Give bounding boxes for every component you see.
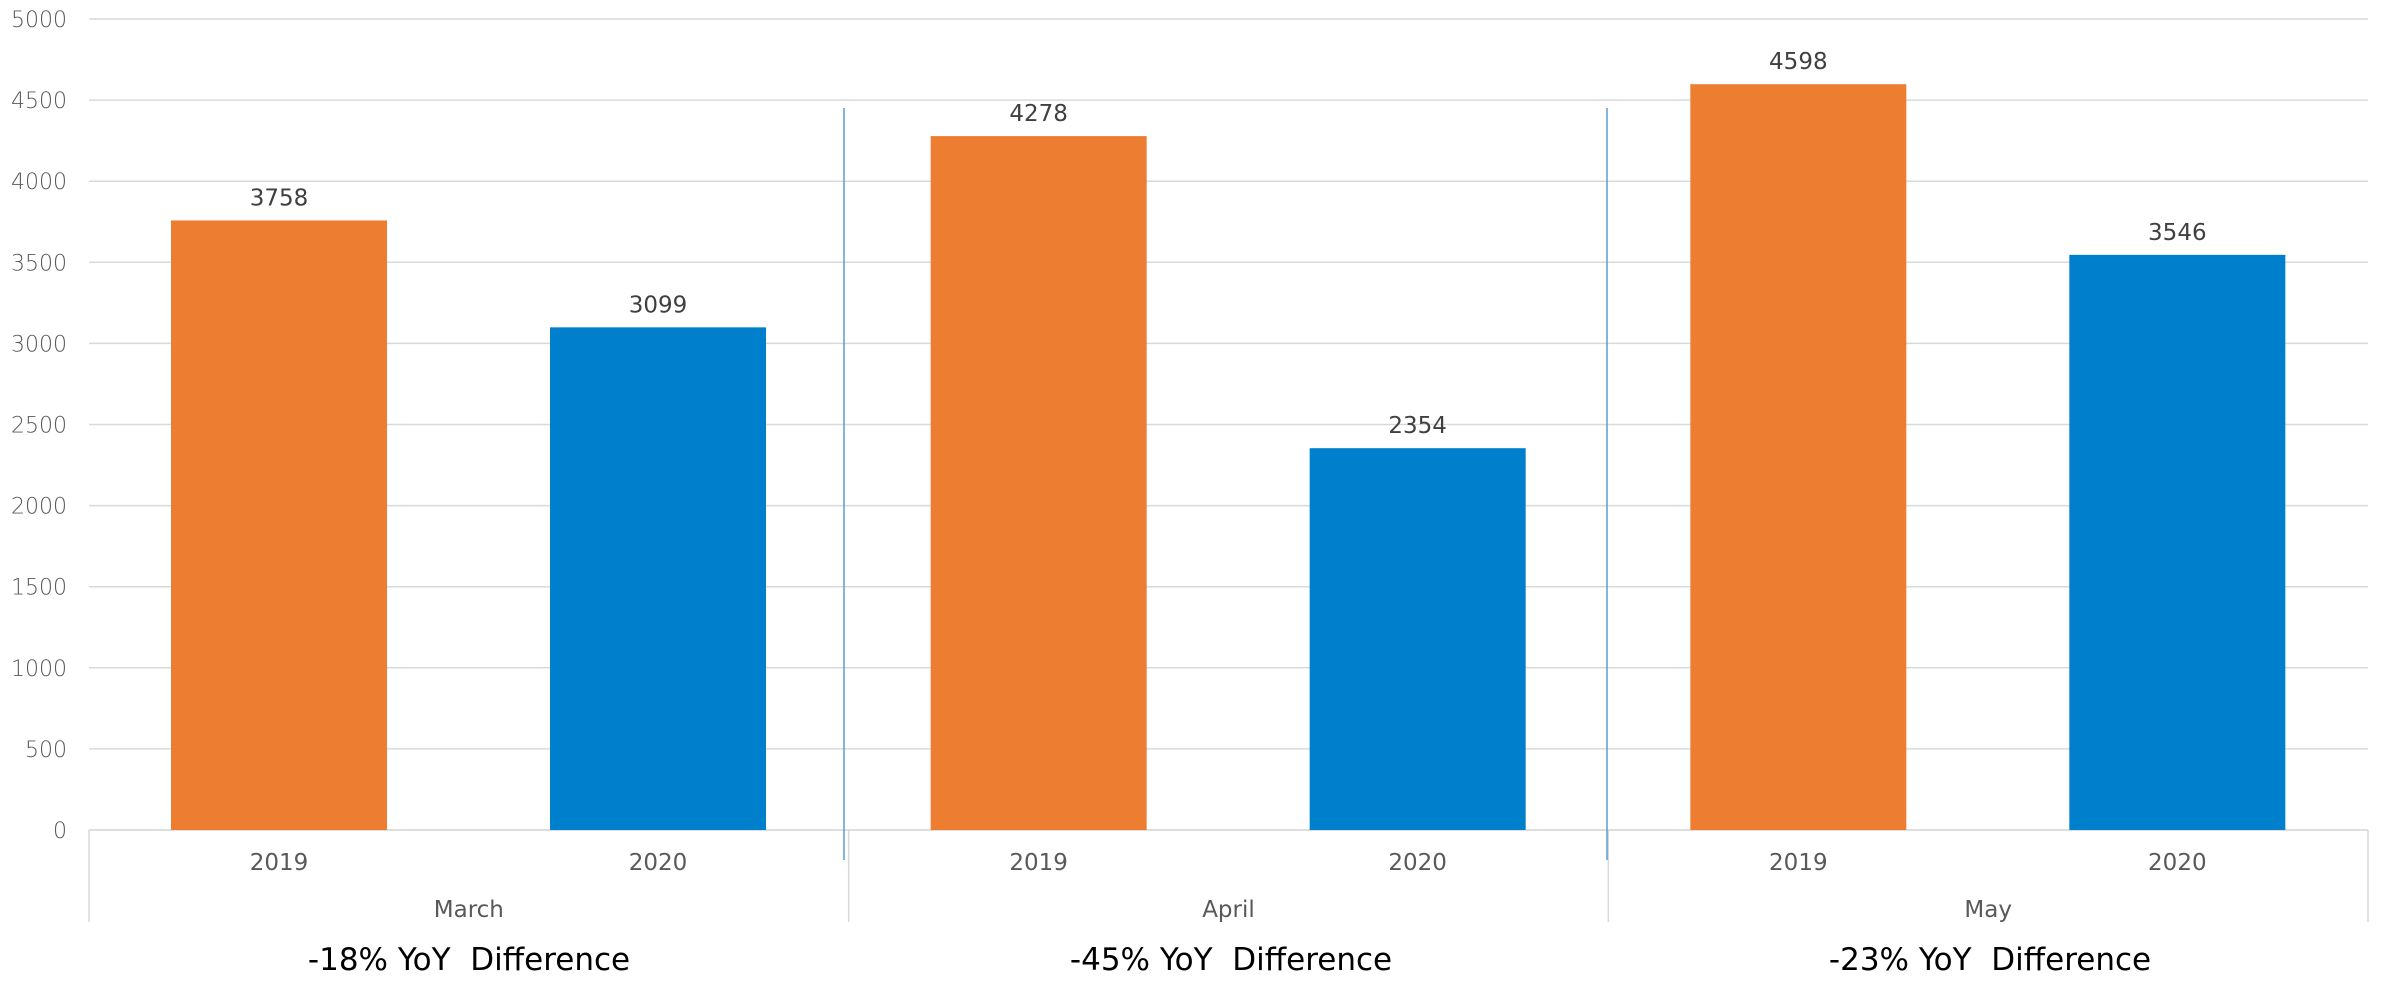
- yoy-annotation-may: -23% YoY Difference: [1828, 942, 2152, 978]
- y-tick-label: 3000: [11, 332, 67, 357]
- yoy-annotation-april: -45% YoY Difference: [1069, 942, 1393, 978]
- y-tick-label: 4500: [11, 89, 67, 114]
- bar-march-2019: [171, 220, 387, 830]
- y-tick-label: 1000: [11, 657, 67, 682]
- group-label-april: April: [1202, 897, 1255, 923]
- bar-may-2020: [2069, 254, 2286, 830]
- y-tick-label: 2500: [11, 414, 67, 439]
- y-tick-label: 1500: [11, 576, 67, 601]
- x-tick-label: 2019: [250, 850, 309, 876]
- y-tick-label: 3500: [11, 251, 67, 276]
- y-tick-label: 500: [25, 738, 67, 763]
- y-tick-label: 4000: [11, 170, 67, 195]
- bar-march-2020: [550, 327, 766, 830]
- x-tick-label: 2019: [1769, 850, 1828, 876]
- data-label: 4598: [1769, 49, 1828, 75]
- group-label-march: March: [434, 897, 504, 923]
- y-tick-label: 0: [53, 819, 67, 844]
- data-label: 2354: [1388, 413, 1447, 439]
- x-tick-label: 2020: [2148, 850, 2207, 876]
- data-label: 3758: [250, 185, 309, 211]
- x-tick-label: 2020: [1388, 850, 1447, 876]
- data-label: 3099: [629, 292, 688, 318]
- y-tick-label: 2000: [11, 495, 67, 520]
- yoy-annotation-march: -18% YoY Difference: [307, 942, 631, 978]
- bar-may-2019: [1690, 84, 1907, 830]
- x-tick-label: 2019: [1009, 850, 1068, 876]
- group-label-may: May: [1964, 897, 2012, 923]
- bar-april-2019: [930, 136, 1147, 830]
- data-label: 3546: [2148, 220, 2207, 246]
- bar-april-2020: [1309, 448, 1526, 830]
- x-tick-label: 2020: [629, 850, 688, 876]
- y-tick-label: 5000: [11, 8, 67, 33]
- data-label: 4278: [1009, 101, 1068, 127]
